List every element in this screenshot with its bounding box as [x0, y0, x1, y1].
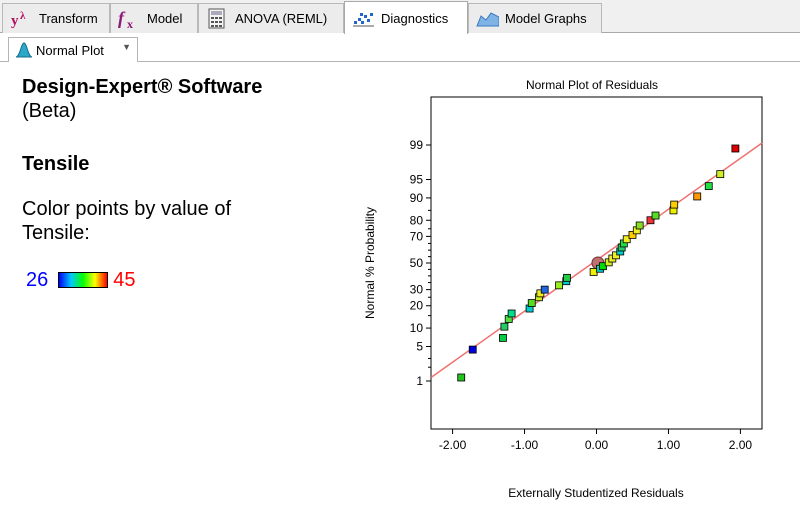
tab-label: Transform — [39, 11, 98, 26]
x-axis-label: Externally Studentized Residuals — [508, 486, 683, 500]
data-point[interactable] — [670, 200, 679, 209]
legend-max-value: 45 — [113, 268, 136, 291]
color-legend: 26 45 — [26, 268, 136, 292]
data-point[interactable] — [628, 231, 637, 239]
data-point[interactable] — [563, 273, 571, 282]
data-point[interactable] — [507, 309, 516, 318]
software-title: Design-Expert® Software — [22, 76, 263, 98]
calculator-icon — [205, 8, 229, 30]
chart-title: Normal Plot of Residuals — [526, 78, 658, 92]
sub-tab-bar: Normal Plot ▼ — [0, 33, 800, 62]
legend-gradient-bar — [58, 272, 109, 288]
data-point[interactable] — [635, 221, 644, 230]
y-axis-label: Normal % Probability — [363, 207, 377, 319]
x-tick-label: -1.00 — [511, 438, 539, 452]
color-by-label: Color points by value of Tensile: — [22, 198, 232, 244]
tab-label: Model — [147, 11, 183, 26]
normal-plot-chart: Normal Plot of Residuals 1 5 10 20 30 50 70 80 9… — [340, 70, 800, 512]
tab-label: Model Graphs — [505, 11, 587, 26]
data-point[interactable] — [704, 182, 713, 191]
tab-label: Diagnostics — [381, 10, 449, 26]
data-point[interactable] — [646, 216, 655, 225]
data-point[interactable] — [731, 144, 740, 153]
tab-anova[interactable]: ANOVA (REML) — [198, 3, 344, 33]
data-point[interactable] — [622, 235, 631, 244]
normal-plot-svg: Normal Plot of Residuals 1 5 10 20 30 50 70 80 9… — [363, 78, 763, 500]
legend-min-value: 26 — [26, 268, 49, 291]
y-tick-label: 95 — [410, 172, 424, 186]
data-point[interactable] — [499, 334, 507, 342]
subtab-label: Normal Plot — [36, 42, 104, 58]
y-tick-label: 70 — [410, 229, 424, 243]
x-axis: -2.00 -1.00 0.00 1.00 2.00 — [439, 429, 753, 452]
y-tick-label: 5 — [416, 340, 423, 354]
svg-text:f: f — [118, 8, 126, 28]
tab-model-graphs[interactable]: Model Graphs — [468, 3, 602, 33]
y-tick-label: 20 — [410, 299, 424, 313]
y-axis: 1 5 10 20 30 50 70 80 90 95 99 — [410, 138, 431, 388]
data-point[interactable] — [716, 170, 725, 179]
data-point[interactable] — [457, 373, 466, 382]
x-tick-label: -2.00 — [439, 438, 467, 452]
svg-text:y: y — [11, 13, 19, 29]
dropdown-arrow-icon[interactable]: ▼ — [122, 42, 131, 52]
diagnostics-icon — [351, 7, 375, 29]
y-tick-label: 99 — [410, 138, 424, 152]
data-point[interactable] — [540, 285, 549, 294]
normal-plot-icon — [15, 41, 33, 59]
model-graphs-icon — [475, 8, 499, 30]
y-tick-label: 1 — [416, 374, 423, 388]
data-point[interactable] — [651, 211, 660, 220]
data-point[interactable] — [500, 322, 509, 331]
y-tick-label: 50 — [410, 256, 424, 270]
response-name: Tensile — [22, 153, 90, 175]
software-subtitle: (Beta) — [22, 100, 77, 122]
x-tick-label: 0.00 — [585, 438, 609, 452]
data-point[interactable] — [527, 299, 536, 307]
points-group — [457, 144, 740, 382]
y-tick-label: 30 — [410, 283, 424, 297]
info-panel: Design-Expert® Software (Beta) Tensile C… — [22, 76, 352, 291]
tab-diagnostics[interactable]: Diagnostics — [344, 1, 468, 34]
x-tick-label: 2.00 — [729, 438, 753, 452]
tab-label: ANOVA (REML) — [235, 11, 328, 26]
y-tick-label: 80 — [410, 213, 424, 227]
data-point[interactable] — [555, 281, 563, 290]
y-tick-label: 10 — [410, 321, 424, 335]
divider — [0, 61, 800, 62]
data-point[interactable] — [589, 268, 598, 276]
data-point[interactable] — [468, 345, 477, 354]
svg-text:x: x — [127, 17, 133, 30]
svg-text:λ: λ — [20, 10, 26, 22]
x-tick-label: 1.00 — [657, 438, 681, 452]
data-point[interactable] — [693, 192, 702, 201]
y-tick-label: 90 — [410, 191, 424, 205]
tab-normal-plot[interactable]: Normal Plot ▼ — [8, 37, 138, 62]
